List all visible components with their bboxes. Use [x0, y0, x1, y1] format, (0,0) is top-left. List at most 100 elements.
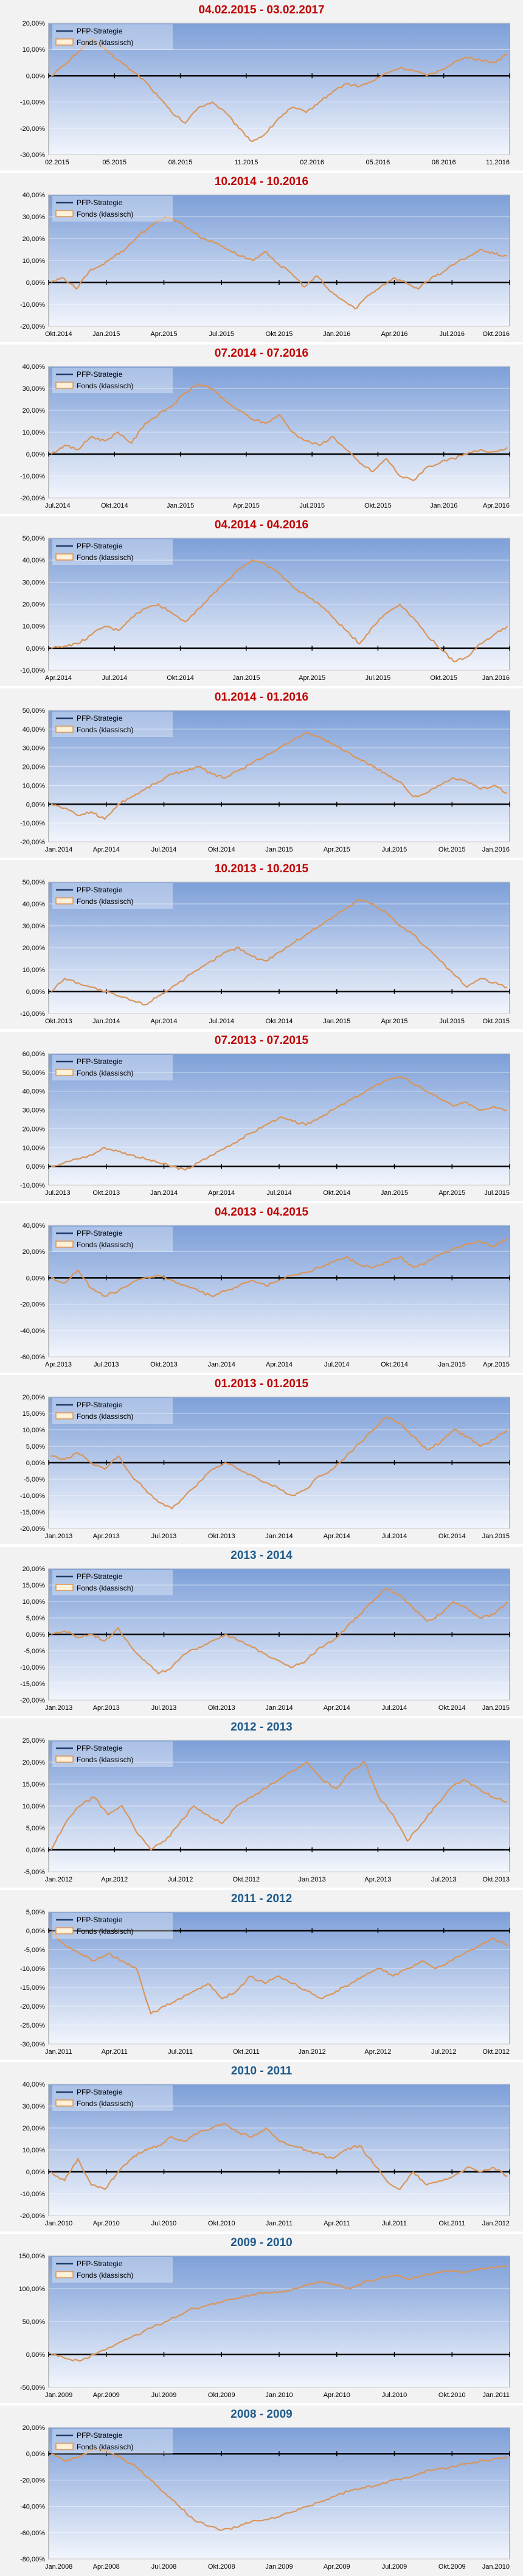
x-tick-label: Jan.2015 [167, 502, 194, 509]
legend: PFP-Strategie Fonds (klassisch) [52, 368, 173, 393]
legend: PFP-Strategie Fonds (klassisch) [52, 1570, 173, 1595]
chart-panel: 2008 - 2009 20,00% 0,00% -20,00% -40,00% -60,… [0, 2404, 523, 2576]
x-tick-label: Apr.2013 [364, 1876, 391, 1883]
y-tick-label: -30,00% [20, 152, 45, 159]
legend-swatch-fonds [55, 726, 74, 733]
legend-box [52, 1570, 173, 1595]
y-tick-label: 5,00% [26, 1909, 45, 1916]
x-tick-label: Okt.2008 [208, 2563, 235, 2571]
y-tick-label: -10,00% [20, 1493, 45, 1500]
y-tick-label: 20,00% [23, 2125, 46, 2132]
chart-title: 2012 - 2013 [230, 1721, 293, 1734]
legend-label-pfp: PFP-Strategie [77, 2431, 123, 2440]
panel-divider [0, 858, 523, 860]
series-line-fonds [50, 1930, 508, 2015]
x-tick-label: 08.2016 [432, 159, 456, 166]
legend-label-pfp: PFP-Strategie [77, 2088, 123, 2096]
y-tick-label: 10,00% [23, 623, 46, 631]
y-tick-label: 0,00% [26, 1631, 45, 1639]
x-tick-label: Jan.2009 [45, 2392, 72, 2399]
x-tick-label: Okt.2013 [92, 1189, 120, 1197]
x-tick-label: Apr.2014 [150, 1018, 177, 1025]
legend-label-fonds: Fonds (klassisch) [77, 210, 133, 219]
x-tick-label: Jan.2013 [299, 1876, 326, 1883]
y-tick-label: -10,00% [20, 2191, 45, 2198]
y-tick-label: 0,00% [26, 1928, 45, 1935]
x-tick-label: Jan.2015 [482, 1704, 510, 1712]
line-chart: 20,00%10,00%0,00%-10,00%-20,00%-30,00%02… [20, 21, 510, 166]
legend-label-fonds: Fonds (klassisch) [77, 382, 133, 390]
x-tick-label: Apr.2013 [93, 1704, 120, 1712]
x-tick-label: Jan.2012 [45, 1876, 72, 1883]
x-tick-label: Jul.2014 [382, 1704, 407, 1712]
chart-title: 04.02.2015 - 03.02.2017 [198, 4, 325, 16]
legend-swatch-fonds [55, 1927, 74, 1934]
x-tick-label: Okt.2014 [381, 1361, 408, 1368]
panel-divider [0, 170, 523, 173]
chart-panel: 10.2013 - 10.2015 50,00% 40,00% 30,00% 20,00… [0, 859, 523, 1031]
x-tick-label: Jan.2015 [438, 1361, 466, 1368]
line-chart: 150,00% 100,00% 50,00% 0,00% -50,00%Jan.2009… [19, 2253, 510, 2399]
y-tick-label: 50,00% [23, 1069, 46, 1077]
x-tick-label: Jan.2010 [482, 2563, 510, 2571]
y-tick-label: 0,00% [26, 1847, 45, 1854]
x-tick-label: Okt.2011 [438, 2220, 465, 2227]
x-tick-label: Jul.2013 [94, 1361, 119, 1368]
line-chart: 40,00% 30,00% 20,00% 10,00% 0,00% -10,00% -20,… [20, 192, 510, 338]
x-tick-label: Jan.2015 [482, 1533, 510, 1540]
series-line-fonds [50, 38, 508, 142]
x-tick-label: Jul.2011 [382, 2220, 407, 2227]
x-tick-label: Apr.2015 [299, 674, 325, 682]
panel-divider [0, 514, 523, 516]
legend-box [52, 2085, 173, 2111]
legend: PFP-Strategie Fonds (klassisch) [52, 2257, 173, 2283]
y-tick-label: -15,00% [20, 1509, 45, 1516]
x-tick-label: Jul.2009 [151, 2392, 177, 2399]
x-tick-label: 02.2016 [300, 159, 324, 166]
x-tick-label: Apr.2016 [483, 502, 510, 509]
x-tick-label: Jul.2015 [209, 331, 234, 338]
y-tick-label: -10,00% [20, 820, 45, 827]
y-tick-label: 0,00% [26, 2451, 45, 2458]
y-tick-label: 5,00% [26, 1825, 45, 1832]
y-tick-label: 30,00% [23, 745, 46, 752]
y-tick-label: 10,00% [23, 429, 46, 436]
chart-title: 10.2013 - 10.2015 [214, 863, 309, 875]
legend-label-fonds: Fonds (klassisch) [77, 1927, 133, 1936]
x-tick-label: Apr.2015 [381, 1018, 407, 1025]
y-tick-label: 50,00% [23, 2319, 46, 2326]
x-tick-label: Jan.2011 [266, 2220, 293, 2227]
legend-label-fonds: Fonds (klassisch) [77, 1584, 133, 1592]
legend-box [52, 368, 173, 393]
x-tick-label: Okt.2015 [266, 331, 293, 338]
y-tick-label: 0,00% [26, 1275, 45, 1282]
legend: PFP-Strategie Fonds (klassisch) [52, 196, 173, 222]
line-chart: 50,00% 40,00% 30,00% 20,00% 10,00% 0,00% -10,0… [20, 536, 510, 682]
line-chart: 40,00% 30,00% 20,00% 10,00% 0,00% -10,00% -20,… [20, 2082, 510, 2227]
chart-panel: 2010 - 2011 40,00% 30,00% 20,00% 10,00% 0,00%… [0, 2061, 523, 2233]
y-tick-label: 0,00% [26, 451, 45, 458]
legend-label-pfp: PFP-Strategie [77, 714, 123, 723]
x-tick-label: Okt.2015 [438, 846, 466, 853]
x-tick-label: Okt.2013 [45, 1018, 72, 1025]
x-tick-label: Jan.2011 [483, 2392, 510, 2399]
y-tick-label: 50,00% [23, 708, 46, 715]
x-tick-label: Jul.2014 [324, 1361, 350, 1368]
chart-title: 2011 - 2012 [230, 1892, 293, 1905]
plot-area [48, 1225, 510, 1357]
legend-box [52, 2429, 173, 2454]
chart-title: 01.2014 - 01.2016 [214, 691, 309, 704]
y-tick-label: -20,00% [20, 1301, 45, 1309]
x-tick-label: Jan.2014 [92, 1018, 120, 1025]
y-tick-label: -10,00% [20, 1182, 45, 1189]
x-tick-label: Jul.2013 [151, 1704, 177, 1712]
legend: PFP-Strategie Fonds (klassisch) [52, 1741, 173, 1767]
x-tick-label: Okt.2014 [208, 846, 235, 853]
x-tick-label: Okt.2014 [266, 1018, 293, 1025]
x-tick-label: Apr.2010 [93, 2220, 120, 2227]
chart-panel: 2009 - 2010 150,00% 100,00% 50,00% 0,00% -50,… [0, 2233, 523, 2404]
y-tick-label: -10,00% [20, 1965, 45, 1973]
y-tick-label: 20,00% [23, 601, 46, 609]
x-tick-label: Jul.2015 [484, 1189, 510, 1197]
y-tick-label: -20,00% [20, 125, 45, 133]
